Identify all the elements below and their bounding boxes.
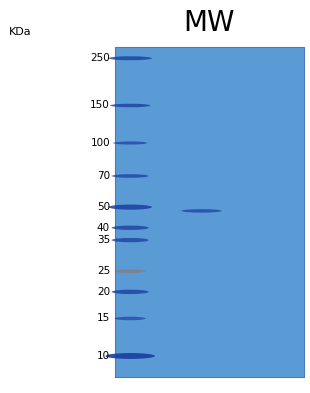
- Ellipse shape: [110, 104, 150, 107]
- Text: 40: 40: [97, 223, 110, 233]
- Ellipse shape: [108, 205, 152, 210]
- Text: 25: 25: [97, 266, 110, 276]
- Ellipse shape: [112, 238, 149, 242]
- Text: MW: MW: [184, 9, 235, 37]
- Ellipse shape: [181, 209, 222, 213]
- Ellipse shape: [115, 317, 146, 320]
- Ellipse shape: [113, 141, 147, 145]
- Text: 10: 10: [97, 351, 110, 361]
- Ellipse shape: [115, 270, 146, 273]
- Text: 50: 50: [97, 202, 110, 212]
- Ellipse shape: [112, 290, 149, 294]
- Text: 250: 250: [90, 53, 110, 63]
- Ellipse shape: [105, 353, 155, 359]
- Text: 20: 20: [97, 287, 110, 297]
- Text: KDa: KDa: [9, 28, 32, 37]
- Text: 70: 70: [97, 171, 110, 181]
- Ellipse shape: [108, 56, 152, 60]
- Ellipse shape: [112, 226, 149, 230]
- Text: 150: 150: [90, 101, 110, 110]
- Text: 15: 15: [97, 314, 110, 323]
- Ellipse shape: [112, 174, 149, 178]
- FancyBboxPatch shape: [115, 47, 304, 377]
- Text: 35: 35: [97, 235, 110, 245]
- Text: 100: 100: [91, 138, 110, 148]
